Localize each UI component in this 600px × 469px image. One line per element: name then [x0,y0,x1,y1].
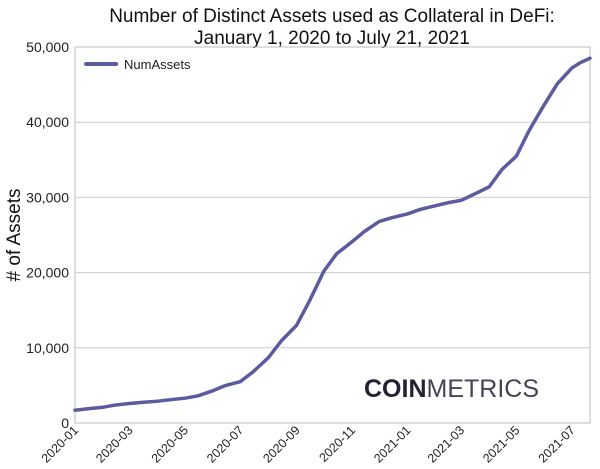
x-tick-label-1: 2020-03 [93,423,135,465]
x-tick-label-5: 2020-11 [316,423,358,465]
y-axis-label: # of Assets [4,189,25,282]
y-tick-label-2: 20,000 [26,265,69,281]
y-tick-labels: 0 10,000 20,000 30,000 40,000 50,000 [26,39,69,431]
watermark-coin: COIN [364,375,427,403]
watermark-metrics: METRICS [427,375,540,403]
x-tick-label-2: 2020-05 [149,423,191,465]
x-tick-label-6: 2021-01 [371,423,413,465]
series-line-numassets [73,56,592,412]
x-tick-label-9: 2021-07 [536,423,578,465]
legend-label-numassets: NumAssets [124,57,191,72]
legend: NumAssets [84,57,191,72]
y-tick-label-3: 30,000 [26,189,69,205]
coinmetrics-watermark: COINMETRICS [364,375,539,403]
y-tick-label-1: 10,000 [26,340,69,356]
x-tick-labels: 2020-01 2020-03 2020-05 2020-07 2020-09 2020-… [39,423,578,465]
svg-text:COINMETRICS: COINMETRICS [364,375,539,403]
y-tick-label-5: 50,000 [26,39,69,55]
series-layer [73,56,592,412]
x-tick-label-0: 2020-01 [39,423,81,465]
x-tick-label-7: 2021-03 [425,423,467,465]
grid-lines [75,46,590,424]
y-tick-label-4: 40,000 [26,114,69,130]
plot-frame [74,46,591,424]
chart-title-line-1: Number of Distinct Assets used as Collat… [109,6,555,27]
x-tick-label-4: 2020-09 [260,423,302,465]
y-tick-label-0: 0 [61,415,69,431]
x-tick-label-3: 2020-07 [204,423,246,465]
x-tick-label-8: 2021-05 [480,423,522,465]
chart-title-line-2: January 1, 2020 to July 21, 2021 [194,28,470,49]
